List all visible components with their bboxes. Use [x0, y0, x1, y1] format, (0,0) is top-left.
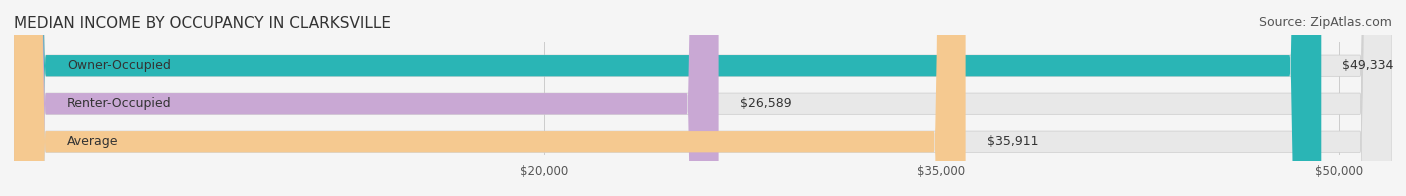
- Text: MEDIAN INCOME BY OCCUPANCY IN CLARKSVILLE: MEDIAN INCOME BY OCCUPANCY IN CLARKSVILL…: [14, 16, 391, 31]
- Text: $35,911: $35,911: [987, 135, 1038, 148]
- FancyBboxPatch shape: [14, 0, 1392, 196]
- FancyBboxPatch shape: [14, 0, 1322, 196]
- FancyBboxPatch shape: [14, 0, 718, 196]
- Text: Owner-Occupied: Owner-Occupied: [67, 59, 172, 72]
- Text: Source: ZipAtlas.com: Source: ZipAtlas.com: [1258, 16, 1392, 29]
- FancyBboxPatch shape: [14, 0, 1392, 196]
- FancyBboxPatch shape: [14, 0, 1392, 196]
- Text: $49,334: $49,334: [1343, 59, 1393, 72]
- Text: Renter-Occupied: Renter-Occupied: [67, 97, 172, 110]
- Text: $26,589: $26,589: [740, 97, 792, 110]
- FancyBboxPatch shape: [14, 0, 966, 196]
- Text: Average: Average: [67, 135, 118, 148]
